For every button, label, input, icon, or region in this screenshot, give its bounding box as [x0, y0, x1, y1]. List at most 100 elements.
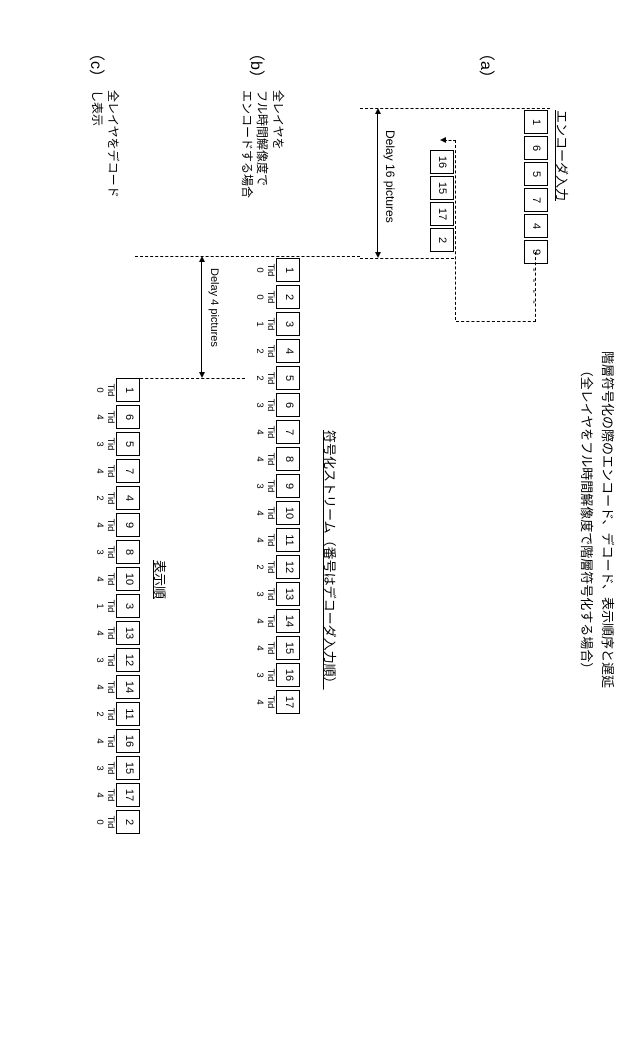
tid-label: Tid [265, 507, 276, 520]
tid-label: Tid [265, 480, 276, 493]
tid-label: Tid [265, 291, 276, 304]
picture-box: 14 [116, 675, 140, 699]
picture-column: 12Tid3 [93, 648, 140, 672]
picture-column: 14Tid4 [253, 609, 300, 633]
picture-box: 15 [116, 756, 140, 780]
tid-value: 4 [93, 630, 104, 635]
dash-sep-b-left [135, 256, 360, 257]
tid-value: 0 [253, 294, 264, 299]
picture-column: 9Tid4 [93, 513, 140, 537]
picture-box: 5 [524, 162, 548, 186]
figure-title: 階層符号化の際のエンコード、デコード、表示順序と遅延 （全レイヤをフル時間解像度… [578, 20, 618, 1019]
picture-column: 3Tid1 [93, 594, 140, 618]
tid-value: 3 [253, 402, 264, 407]
delay4-label: Delay 4 pictures [208, 268, 220, 347]
tid-value: 2 [253, 564, 264, 569]
tid-label: Tid [105, 492, 116, 505]
picture-box: 16 [430, 150, 454, 174]
tid-label: Tid [105, 762, 116, 775]
tid-label: Tid [265, 642, 276, 655]
picture-column: 8Tid4 [253, 447, 300, 471]
tid-label: Tid [105, 384, 116, 397]
delay16-arrow [377, 114, 378, 252]
tid-value: 0 [93, 819, 104, 824]
picture-column: 11Tid2 [93, 702, 140, 726]
section-b-label: （b） [246, 45, 270, 86]
picture-box: 1 [524, 110, 548, 134]
encoder-input-heading: エンコーダ入力 [553, 110, 572, 201]
encoder-input-row1: 165749 [524, 110, 548, 264]
b-side-0: 全レイヤを [269, 90, 285, 198]
section-c-label: （c） [86, 45, 110, 85]
picture-box: 13 [116, 621, 140, 645]
tid-value: 3 [253, 483, 264, 488]
picture-box: 11 [116, 702, 140, 726]
encoder-input-row2: 1615172 [430, 150, 454, 252]
b-side-1: フル時間解像度で [254, 90, 270, 198]
picture-column: 11Tid4 [253, 528, 300, 552]
tid-value: 4 [253, 618, 264, 623]
picture-box: 7 [524, 188, 548, 212]
picture-box: 12 [276, 555, 300, 579]
c-side-1: し表示 [89, 90, 105, 198]
tid-label: Tid [105, 465, 116, 478]
picture-box: 17 [430, 202, 454, 226]
c-side-0: 全レイヤをデコード [104, 90, 120, 198]
tid-value: 4 [93, 468, 104, 473]
tid-label: Tid [105, 546, 116, 559]
picture-box: 9 [116, 513, 140, 537]
picture-box: 8 [276, 447, 300, 471]
title-line1: 階層符号化の際のエンコード、デコード、表示順序と遅延 [599, 20, 618, 1019]
picture-column: 3Tid1 [253, 312, 300, 336]
tid-value: 4 [253, 645, 264, 650]
tid-label: Tid [105, 519, 116, 532]
tid-label: Tid [265, 534, 276, 547]
picture-box: 5 [276, 366, 300, 390]
tid-label: Tid [105, 816, 116, 829]
tid-label: Tid [265, 399, 276, 412]
tid-value: 0 [253, 267, 264, 272]
delay4-arrow [201, 262, 202, 372]
display-order-heading: 表示順 [151, 560, 170, 599]
picture-box: 9 [276, 474, 300, 498]
picture-column: 7Tid4 [253, 420, 300, 444]
section-c-caption: 全レイヤをデコード し表示 [89, 90, 120, 198]
tid-label: Tid [265, 426, 276, 439]
picture-column: 7Tid4 [93, 459, 140, 483]
picture-box: 2 [116, 810, 140, 834]
tid-label: Tid [265, 318, 276, 331]
picture-box: 17 [116, 783, 140, 807]
tid-value: 4 [253, 537, 264, 542]
tid-value: 2 [253, 348, 264, 353]
tid-value: 3 [93, 549, 104, 554]
tid-value: 1 [253, 321, 264, 326]
b-side-2: エンコードする場合 [238, 90, 254, 198]
tid-value: 4 [93, 684, 104, 689]
picture-box: 7 [116, 459, 140, 483]
picture-box: 2 [276, 285, 300, 309]
dash-connector-bottom [455, 140, 456, 320]
picture-column: 1Tid0 [253, 258, 300, 282]
tid-label: Tid [105, 438, 116, 451]
dash-arrowhead-icon [440, 137, 446, 143]
tid-label: Tid [105, 600, 116, 613]
picture-column: 12Tid2 [253, 555, 300, 579]
picture-column: 8Tid3 [93, 540, 140, 564]
tid-value: 4 [93, 738, 104, 743]
tid-value: 1 [93, 603, 104, 608]
picture-box: 11 [276, 528, 300, 552]
tid-label: Tid [105, 681, 116, 694]
picture-box: 13 [276, 582, 300, 606]
tid-label: Tid [105, 411, 116, 424]
tid-label: Tid [105, 573, 116, 586]
picture-column: 10Tid4 [253, 501, 300, 525]
picture-column: 15Tid4 [253, 636, 300, 660]
tid-value: 3 [93, 441, 104, 446]
tid-label: Tid [265, 669, 276, 682]
picture-box: 8 [116, 540, 140, 564]
tid-label: Tid [265, 615, 276, 628]
picture-column: 9Tid3 [253, 474, 300, 498]
tid-label: Tid [105, 627, 116, 640]
tid-value: 4 [253, 429, 264, 434]
tid-label: Tid [265, 696, 276, 709]
